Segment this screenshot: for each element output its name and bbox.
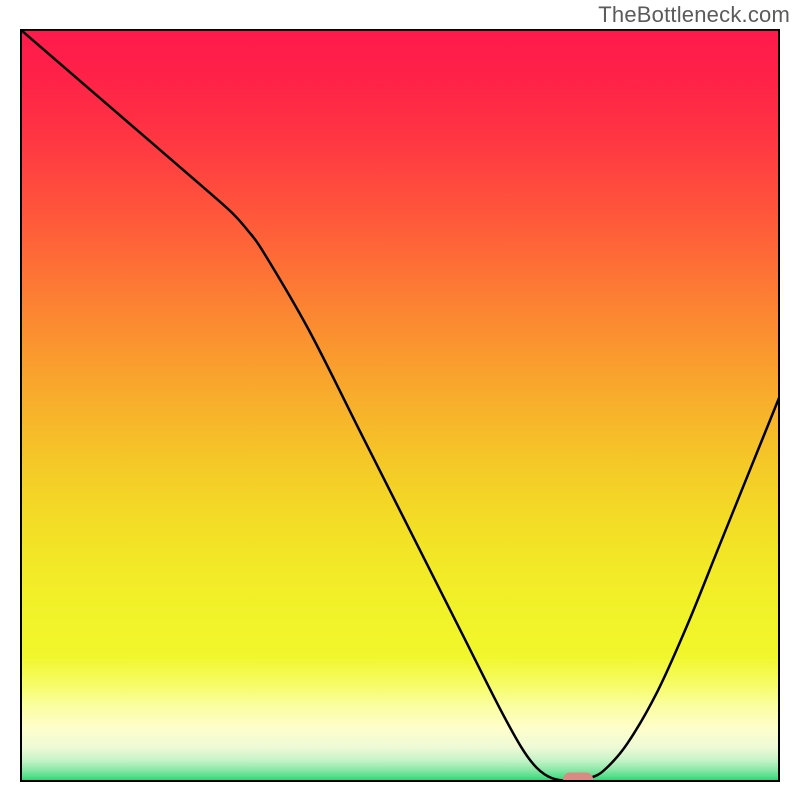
gradient-background — [21, 30, 779, 781]
watermark-label: TheBottleneck.com — [598, 2, 790, 28]
chart-container: TheBottleneck.com — [0, 0, 800, 800]
bottleneck-chart — [0, 0, 800, 800]
plot-area — [21, 30, 779, 787]
marker-point — [563, 773, 593, 787]
